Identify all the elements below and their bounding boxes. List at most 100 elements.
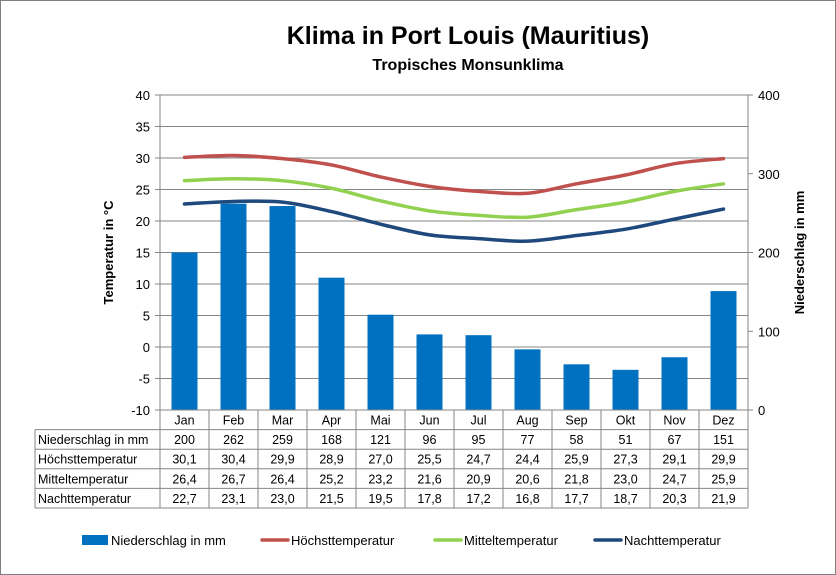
x-category-label: Mai [370,414,390,428]
right-tick-label: 0 [758,403,765,418]
table-cell: 26,4 [270,472,294,486]
table-cell: 21,6 [417,472,441,486]
x-category-label: Jul [471,414,487,428]
table-cell: 30,1 [172,453,196,467]
x-category-label: Mar [272,414,294,428]
legend-max-temperature-label: Höchsttemperatur [291,533,395,548]
table-cell: 200 [174,433,195,447]
table-cell: 77 [521,433,535,447]
left-axis-title: Temperatur in °C [101,200,116,305]
left-tick-label: -5 [138,372,150,387]
table-cell: 24,7 [466,453,490,467]
table-cell: 17,8 [417,492,441,506]
x-category-label: Aug [516,414,538,428]
table-row-label: Nachttemperatur [38,492,131,506]
left-tick-label: 20 [136,214,150,229]
precipitation-bar [171,252,198,410]
table-cell: 23,2 [368,472,392,486]
table-row-label: Höchsttemperatur [38,453,137,467]
table-cell: 21,8 [564,472,588,486]
table-cell: 29,9 [270,453,294,467]
x-category-label: Dez [712,414,734,428]
table-cell: 96 [423,433,437,447]
x-category-label: Jun [419,414,439,428]
night-temperature-line [182,199,726,243]
precipitation-bar [563,364,590,410]
table-cell: 262 [223,433,244,447]
chart-title: Klima in Port Louis (Mauritius) [286,22,650,50]
x-category-label: Apr [322,414,341,428]
left-tick-label: -10 [131,403,150,418]
left-tick-label: 10 [136,277,150,292]
x-category-label: Nov [663,414,686,428]
table-row-label: Mitteltemperatur [38,472,128,486]
table-cell: 22,7 [172,492,196,506]
precipitation-bar [465,335,492,410]
precipitation-bar [661,357,688,410]
left-tick-label: 25 [136,183,150,198]
table-cell: 51 [619,433,633,447]
table-cell: 30,4 [221,453,245,467]
right-tick-label: 200 [758,246,780,261]
table-cell: 151 [713,433,734,447]
right-tick-label: 100 [758,324,780,339]
table-cell: 26,7 [221,472,245,486]
table-cell: 27,3 [613,453,637,467]
table-cell: 25,9 [564,453,588,467]
table-cell: 21,5 [319,492,343,506]
left-tick-label: 40 [136,88,150,103]
precipitation-bar [612,369,639,410]
mean-temperature-line [182,177,726,220]
table-cell: 121 [370,433,391,447]
precipitation-bar [318,277,345,410]
right-tick-label: 300 [758,167,780,182]
x-category-label: Feb [223,414,245,428]
table-cell: 23,0 [613,472,637,486]
table-cell: 17,2 [466,492,490,506]
legend-night-temperature-label: Nachttemperatur [624,533,721,548]
table-cell: 168 [321,433,342,447]
table-cell: 20,9 [466,472,490,486]
precipitation-bar [514,349,541,410]
x-category-label: Sep [565,414,587,428]
table-cell: 20,6 [515,472,539,486]
table-cell: 27,0 [368,453,392,467]
table-cell: 17,7 [564,492,588,506]
table-cell: 19,5 [368,492,392,506]
table-cell: 18,7 [613,492,637,506]
table-cell: 67 [668,433,682,447]
left-tick-label: 30 [136,151,150,166]
left-tick-label: 15 [136,246,150,261]
table-cell: 23,1 [221,492,245,506]
table-cell: 23,0 [270,492,294,506]
left-tick-label: 5 [143,309,150,324]
left-tick-label: 35 [136,120,150,135]
table-cell: 29,9 [711,453,735,467]
precipitation-bar [220,203,247,410]
table-cell: 16,8 [515,492,539,506]
table-cell: 20,3 [662,492,686,506]
table-cell: 95 [472,433,486,447]
table-cell: 28,9 [319,453,343,467]
table-cell: 26,4 [172,472,196,486]
table-cell: 21,9 [711,492,735,506]
x-category-label: Okt [616,414,636,428]
chart-subtitle: Tropisches Monsunklima [372,57,564,74]
table-cell: 25,9 [711,472,735,486]
table-cell: 259 [272,433,293,447]
precipitation-bar [710,291,737,410]
table-cell: 25,2 [319,472,343,486]
precipitation-bar [416,334,443,410]
table-cell: 25,5 [417,453,441,467]
left-tick-label: 0 [143,340,150,355]
table-row-label: Niederschlag in mm [38,433,148,447]
legend-precipitation-swatch [82,535,108,545]
x-category-label: Jan [174,414,194,428]
precipitation-bar [367,314,394,410]
legend-mean-temperature-label: Mitteltemperatur [464,533,559,548]
table-cell: 29,1 [662,453,686,467]
table-cell: 58 [570,433,584,447]
max-temperature-line [182,153,726,196]
legend-precipitation-label: Niederschlag in mm [111,533,226,548]
